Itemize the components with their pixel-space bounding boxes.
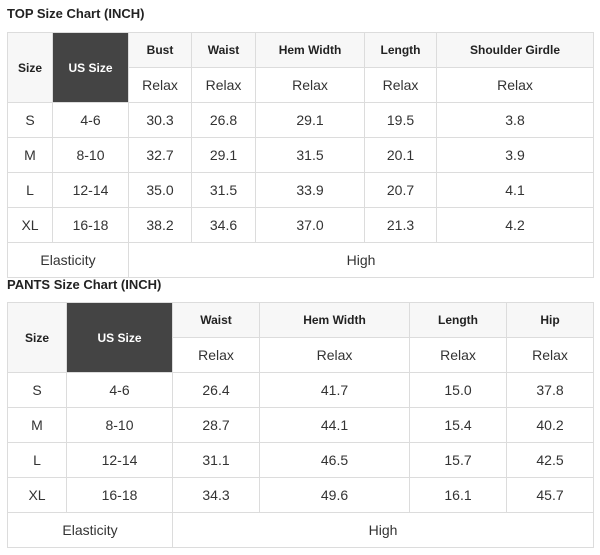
data-cell: L [7, 442, 67, 478]
header-cell: Hem Width [255, 32, 365, 68]
data-cell: 41.7 [259, 372, 410, 408]
data-cell: XL [7, 477, 67, 513]
data-row: L 12-14 31.1 46.5 15.7 42.5 [7, 442, 594, 478]
data-cell: XL [7, 207, 53, 243]
header-cell: Length [364, 32, 437, 68]
header-cell: Shoulder Girdle [436, 32, 594, 68]
data-cell: 33.9 [255, 172, 365, 208]
pants-table: Size US Size Waist Hem Width Length Hip Relax R… [7, 302, 594, 548]
data-cell: 26.4 [172, 372, 260, 408]
data-cell: 16-18 [66, 477, 173, 513]
subheader-cell: Relax [172, 337, 260, 373]
data-cell: 3.8 [436, 102, 594, 138]
subheader-cell: Relax [364, 67, 437, 103]
data-cell: 15.0 [409, 372, 507, 408]
header-row: Size US Size Bust Waist Hem Width Length Shoul… [7, 32, 594, 103]
data-cell: 31.5 [255, 137, 365, 173]
data-cell: 12-14 [66, 442, 173, 478]
data-cell: S [7, 102, 53, 138]
header-cell: US Size [66, 302, 173, 373]
subheader-cell: Relax [506, 337, 594, 373]
data-cell: 45.7 [506, 477, 594, 513]
data-cell: 26.8 [191, 102, 256, 138]
footer-cell: Elasticity [7, 512, 173, 548]
data-cell: 8-10 [52, 137, 129, 173]
data-cell: 4.2 [436, 207, 594, 243]
data-cell: 4-6 [52, 102, 129, 138]
header-cell: Bust [128, 32, 192, 68]
data-cell: 40.2 [506, 407, 594, 443]
data-cell: 34.6 [191, 207, 256, 243]
data-cell: 29.1 [255, 102, 365, 138]
top-table: Size US Size Bust Waist Hem Width Length Shoul… [7, 32, 594, 278]
data-cell: 16.1 [409, 477, 507, 513]
data-cell: 16-18 [52, 207, 129, 243]
data-row: S 4-6 30.3 26.8 29.1 19.5 3.8 [7, 102, 594, 138]
data-cell: 3.9 [436, 137, 594, 173]
data-cell: 44.1 [259, 407, 410, 443]
data-cell: 37.0 [255, 207, 365, 243]
data-cell: 4-6 [66, 372, 173, 408]
header-cell: Hem Width [259, 302, 410, 338]
data-cell: 15.4 [409, 407, 507, 443]
top-title: TOP Size Chart (INCH) [7, 6, 145, 21]
footer-row: Elasticity High [7, 512, 594, 548]
subheader-cell: Relax [191, 67, 256, 103]
data-cell: 46.5 [259, 442, 410, 478]
data-cell: 20.1 [364, 137, 437, 173]
subheader-cell: Relax [409, 337, 507, 373]
data-cell: 31.5 [191, 172, 256, 208]
data-cell: L [7, 172, 53, 208]
data-cell: 15.7 [409, 442, 507, 478]
header-row: Size US Size Waist Hem Width Length Hip [7, 302, 594, 373]
data-cell: 21.3 [364, 207, 437, 243]
data-cell: 35.0 [128, 172, 192, 208]
data-cell: 19.5 [364, 102, 437, 138]
data-cell: 12-14 [52, 172, 129, 208]
footer-cell: Elasticity [7, 242, 129, 278]
data-cell: 38.2 [128, 207, 192, 243]
data-cell: 28.7 [172, 407, 260, 443]
header-cell: Size [7, 32, 53, 103]
data-cell: 49.6 [259, 477, 410, 513]
subheader-row: Relax Relax Relax Relax Relax [8, 67, 594, 103]
header-cell: Size [7, 302, 67, 373]
header-cell: Waist [191, 32, 256, 68]
data-cell: M [7, 407, 67, 443]
header-cell: Hip [506, 302, 594, 338]
data-row: XL 16-18 38.2 34.6 37.0 21.3 4.2 [7, 207, 594, 243]
header-cell: Waist [172, 302, 260, 338]
pants-title: PANTS Size Chart (INCH) [7, 277, 162, 292]
data-cell: 20.7 [364, 172, 437, 208]
data-cell: S [7, 372, 67, 408]
header-cell: Length [409, 302, 507, 338]
footer-cell: High [128, 242, 594, 278]
footer-row: Elasticity High [7, 242, 594, 278]
data-cell: 4.1 [436, 172, 594, 208]
subheader-cell: Relax [259, 337, 410, 373]
data-cell: M [7, 137, 53, 173]
data-row: XL 16-18 34.3 49.6 16.1 45.7 [7, 477, 594, 513]
data-cell: 37.8 [506, 372, 594, 408]
data-row: M 8-10 28.7 44.1 15.4 40.2 [7, 407, 594, 443]
data-cell: 34.3 [172, 477, 260, 513]
data-cell: 32.7 [128, 137, 192, 173]
subheader-cell: Relax [436, 67, 594, 103]
subheader-cell: Relax [128, 67, 192, 103]
data-row: S 4-6 26.4 41.7 15.0 37.8 [7, 372, 594, 408]
data-cell: 30.3 [128, 102, 192, 138]
data-cell: 42.5 [506, 442, 594, 478]
footer-cell: High [172, 512, 594, 548]
data-cell: 31.1 [172, 442, 260, 478]
data-row: M 8-10 32.7 29.1 31.5 20.1 3.9 [7, 137, 594, 173]
data-row: L 12-14 35.0 31.5 33.9 20.7 4.1 [7, 172, 594, 208]
data-cell: 29.1 [191, 137, 256, 173]
data-cell: 8-10 [66, 407, 173, 443]
subheader-row: Relax Relax Relax Relax [8, 337, 594, 373]
subheader-cell: Relax [255, 67, 365, 103]
header-cell: US Size [52, 32, 129, 103]
